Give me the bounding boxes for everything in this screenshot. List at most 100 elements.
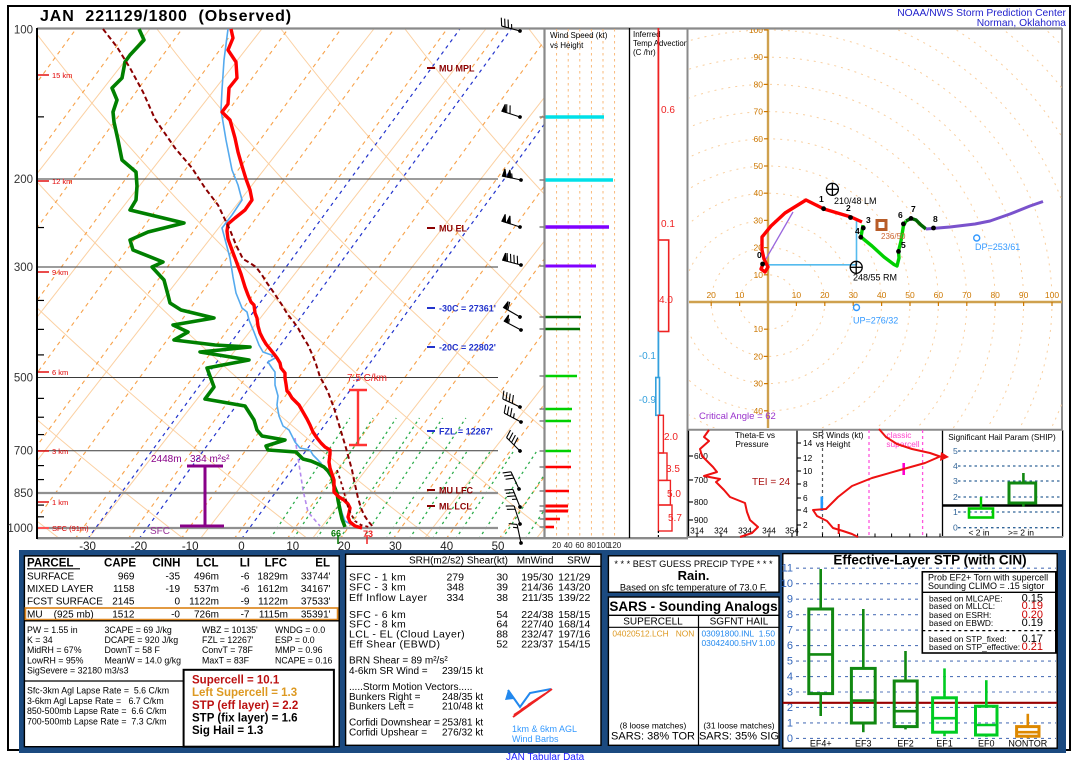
svg-text:80: 80	[754, 79, 764, 89]
svg-text:Significant Hail Param (SHIP): Significant Hail Param (SHIP)	[948, 433, 1056, 442]
svg-text:0.20: 0.20	[1022, 609, 1043, 621]
svg-text:JAN 221129/1800 (Observed): JAN 221129/1800 (Observed)	[40, 8, 292, 25]
svg-text:UP=276/32: UP=276/32	[853, 316, 898, 326]
svg-text:52: 52	[496, 639, 508, 651]
svg-text:2: 2	[803, 520, 808, 530]
svg-text:139/22: 139/22	[558, 592, 590, 604]
svg-text:0.17: 0.17	[1022, 633, 1043, 645]
svg-text:5.7: 5.7	[668, 513, 682, 524]
svg-text:197/16: 197/16	[558, 629, 590, 641]
svg-text:10: 10	[792, 290, 802, 300]
svg-text:40: 40	[754, 406, 764, 416]
svg-text:Sounding CLIMO = .15 sigtor: Sounding CLIMO = .15 sigtor	[928, 581, 1044, 591]
svg-text:WNDG = 0.0: WNDG = 0.0	[275, 625, 325, 635]
svg-text:03042400.5HV: 03042400.5HV	[702, 638, 758, 648]
svg-text:223/37: 223/37	[521, 639, 553, 651]
svg-text:100: 100	[749, 25, 763, 35]
svg-text:LCL: LCL	[196, 558, 218, 570]
svg-text:based on STP_fixed:: based on STP_fixed:	[929, 634, 1007, 644]
svg-text:168/14: 168/14	[558, 619, 590, 631]
svg-text:5: 5	[787, 656, 793, 668]
svg-text:FZL = 12267': FZL = 12267'	[202, 635, 254, 645]
svg-text:60: 60	[575, 541, 584, 550]
svg-text:70: 70	[754, 107, 764, 117]
svg-text:20: 20	[754, 243, 764, 253]
svg-text:30: 30	[754, 379, 764, 389]
svg-text:2: 2	[953, 492, 958, 502]
svg-text:7: 7	[787, 625, 793, 637]
svg-text:1.00: 1.00	[759, 638, 776, 648]
svg-text:EF1: EF1	[936, 739, 953, 749]
svg-text:3: 3	[953, 476, 958, 486]
svg-text:9 km: 9 km	[52, 268, 68, 277]
svg-text:300: 300	[14, 262, 33, 274]
svg-text:500: 500	[14, 373, 33, 385]
svg-text:MidRH = 67%: MidRH = 67%	[27, 645, 82, 655]
svg-text:1: 1	[953, 507, 958, 517]
svg-text:227/40: 227/40	[521, 619, 553, 631]
svg-text:supercell: supercell	[886, 439, 919, 449]
svg-text:based on STP_effective:: based on STP_effective:	[929, 642, 1020, 652]
svg-text:based on EBWD:: based on EBWD:	[929, 618, 993, 628]
svg-text:6 km: 6 km	[52, 368, 68, 377]
svg-text:726m: 726m	[194, 609, 219, 620]
svg-text:0.1: 0.1	[661, 219, 675, 230]
svg-text:0.15: 0.15	[1022, 592, 1043, 604]
svg-text:ESP = 0.0: ESP = 0.0	[275, 635, 315, 645]
svg-text:0.19: 0.19	[1022, 600, 1043, 612]
svg-text:700: 700	[14, 446, 33, 458]
svg-text:154/15: 154/15	[558, 639, 590, 651]
svg-text:classic: classic	[887, 430, 912, 440]
svg-text:BRN Shear = 89 m²/s²: BRN Shear = 89 m²/s²	[349, 656, 448, 667]
svg-text:211/35: 211/35	[522, 592, 553, 604]
svg-text:DP=253/61: DP=253/61	[975, 242, 1020, 252]
svg-text:EF4+: EF4+	[810, 739, 832, 749]
svg-text:SARS: 35% SIG: SARS: 35% SIG	[699, 731, 779, 743]
svg-text:-19: -19	[166, 584, 181, 595]
svg-text:0: 0	[757, 250, 762, 260]
svg-text:NOAA/NWS Storm Prediction Cent: NOAA/NWS Storm Prediction Center	[897, 8, 1066, 19]
svg-text:vs Height: vs Height	[816, 439, 851, 449]
svg-text:2448m: 2448m	[151, 454, 182, 465]
svg-text:SFC - 6 km: SFC - 6 km	[349, 609, 406, 621]
svg-text:1115m: 1115m	[259, 609, 288, 620]
svg-text:90: 90	[754, 52, 764, 62]
svg-text:1122m: 1122m	[189, 597, 219, 608]
svg-text:224/38: 224/38	[521, 609, 553, 621]
svg-text:SRH(m2/s2): SRH(m2/s2)	[409, 555, 464, 566]
svg-text:< 2 in: < 2 in	[968, 528, 989, 538]
svg-text:900: 900	[694, 515, 708, 525]
svg-text:33744': 33744'	[301, 571, 331, 582]
svg-text:SR Winds (kt): SR Winds (kt)	[812, 430, 863, 440]
svg-text:-9: -9	[241, 597, 250, 608]
svg-text:2: 2	[787, 702, 793, 714]
svg-text:344: 344	[762, 526, 776, 536]
svg-text:324: 324	[714, 526, 728, 536]
svg-text:236/50: 236/50	[881, 232, 906, 241]
svg-text:64: 64	[496, 619, 508, 631]
svg-text:.....Storm Motion Vectors.....: .....Storm Motion Vectors.....	[349, 682, 472, 693]
svg-text:5.0: 5.0	[667, 489, 681, 500]
svg-text:969: 969	[118, 571, 135, 582]
svg-text:12: 12	[803, 453, 813, 463]
svg-text:SURFACE: SURFACE	[27, 571, 75, 582]
svg-text:SFC - 3 km: SFC - 3 km	[349, 582, 406, 594]
svg-text:NONTOR: NONTOR	[1008, 739, 1047, 749]
svg-text:195/30: 195/30	[521, 572, 553, 584]
svg-text:0: 0	[787, 733, 793, 745]
svg-text:ConvT = 78F: ConvT = 78F	[202, 645, 254, 655]
svg-text:JAN Tabular Data: JAN Tabular Data	[506, 752, 585, 761]
svg-text:1 km: 1 km	[52, 498, 68, 507]
svg-text:334: 334	[738, 526, 752, 536]
svg-text:1158: 1158	[113, 584, 135, 595]
svg-text:4: 4	[953, 461, 958, 471]
svg-text:1.50: 1.50	[759, 629, 776, 639]
svg-text:100: 100	[14, 25, 33, 37]
svg-text:Supercell = 10.1: Supercell = 10.1	[192, 675, 280, 687]
svg-text:Theta-E vs: Theta-E vs	[735, 430, 775, 440]
svg-text:7.5 C/km: 7.5 C/km	[347, 373, 387, 384]
svg-text:4.0: 4.0	[659, 295, 673, 306]
svg-text:Effective-Layer STP (with CIN): Effective-Layer STP (with CIN)	[833, 553, 1026, 568]
svg-text:6: 6	[803, 493, 808, 503]
svg-text:SigSevere = 32180 m3/s3: SigSevere = 32180 m3/s3	[27, 665, 129, 675]
